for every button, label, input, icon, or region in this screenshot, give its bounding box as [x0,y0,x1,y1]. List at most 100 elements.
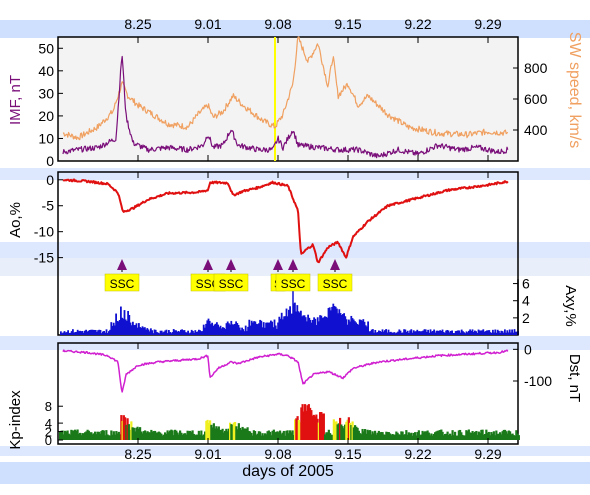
kp-bar [211,427,214,440]
axy-bar [246,331,248,335]
kp-bar [229,422,232,440]
kp-bar [410,432,413,440]
axy-bar [66,332,68,335]
axy-bar [211,322,213,335]
axy-bar [106,333,109,335]
axy-bar [214,323,217,335]
axy-bar [512,332,515,335]
axy-bar [242,329,245,335]
kp-bar [349,422,352,440]
axy-bar [294,302,296,335]
kp-bar [432,433,435,440]
axy-bar [480,330,482,335]
axy-bar [416,329,419,335]
ssc-arrow-icon [203,259,213,270]
kp-bar [364,429,367,440]
kp-bar [367,430,370,440]
kp-bar [390,435,393,440]
axy-bar [385,329,387,335]
kp-bar [462,435,465,440]
axy-bar [483,331,486,335]
axy-bar [188,333,191,335]
kp-bar [140,431,143,440]
kp-bar [77,433,80,440]
kp-bar [371,431,374,440]
kp-bar [334,421,337,440]
kp-bar [425,431,428,440]
kp-bar [417,430,420,440]
kp-bar [317,422,320,440]
kp-bar [80,435,83,440]
axy-bar [177,330,180,335]
kp-bar [249,431,252,440]
kp-bar [381,432,384,440]
kp-bar [279,430,282,440]
kp-bar [259,431,262,440]
axy-bar [63,331,66,335]
axy-bar [219,325,222,335]
kp-bar [105,430,108,440]
kp-bar [326,432,329,440]
kp-bar [427,432,430,440]
axy-bar [500,330,503,335]
axy-bar [429,329,432,335]
imf-line [62,55,509,159]
axy-bar [357,324,360,335]
kp-bar [72,430,75,440]
axy-bar [464,333,467,335]
kp-bar [237,423,240,440]
kp-bar [322,413,325,440]
axy-bar [423,329,426,335]
kp-bar [216,428,219,440]
axy-bar [276,328,278,335]
axy-bar [190,329,193,335]
kp-bar [507,430,510,440]
axy-bar [488,330,491,335]
axy-bar [158,333,161,335]
axy-bar [478,330,481,335]
band-2 [0,242,590,258]
axy-bar [468,330,470,335]
kp-bar [346,419,349,440]
kp-bar [475,430,478,440]
axy-bar [442,331,445,335]
axy-bar [319,315,321,335]
axy-bar [505,332,507,335]
kp-bar [355,426,358,440]
imf-sw-plot [62,36,509,161]
axy-bar [223,327,225,335]
kp-bar [295,418,298,440]
kp-bar [486,433,489,440]
kp-bar [324,434,327,440]
kp-bar [127,424,130,440]
ssc-arrow-icon [226,259,236,270]
axy-bar [182,330,185,335]
kp-bar [290,432,293,440]
kp-bar [262,435,265,440]
kp-bar [517,435,520,440]
kp-bar [415,435,418,440]
kp-bar [436,430,439,440]
axy-bar [136,327,139,335]
kp-bar [310,410,313,440]
kp-bar [337,423,340,440]
axy-bar [508,329,511,335]
axy-bar [338,309,341,335]
ssc-arrow-icon [288,259,298,270]
axy-bar [78,331,80,335]
kp-bar [495,430,498,440]
imf-ytick-label: 20 [38,108,54,124]
kp-bar [421,430,424,440]
axy-bar [159,330,162,335]
axy-bar [169,332,171,335]
kp-bar [430,433,433,440]
axy-bar [271,321,273,335]
kp-bar [469,432,472,440]
kp-bar [416,432,419,440]
axy-bar [193,332,195,335]
kp-bar [492,431,495,440]
axy-bar [247,326,249,335]
bottom-x-tick-label: 9.08 [264,446,291,462]
kp-bar [325,432,328,440]
kp-bar [236,429,239,440]
